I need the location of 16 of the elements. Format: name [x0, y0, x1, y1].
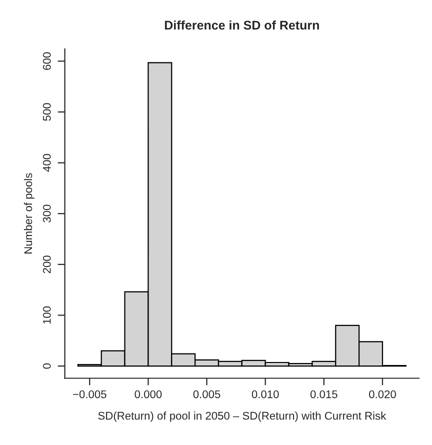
x-tick-label: 0.010 — [252, 390, 279, 398]
y-tick-label: 200 — [42, 256, 51, 274]
chart-title: Difference in SD of Return — [164, 20, 319, 30]
y-tick-label: 600 — [42, 52, 51, 70]
y-tick-label: 500 — [42, 103, 51, 121]
y-axis-title: Number of pools — [24, 173, 34, 254]
x-tick-label: 0.015 — [310, 390, 338, 398]
y-tick-label: 400 — [42, 154, 51, 172]
x-axis-title: SD(Return) of pool in 2050 – SD(Return) with Current Risk — [98, 412, 386, 422]
x-tick-label: 0.005 — [193, 390, 220, 398]
x-tick-label: 0.000 — [134, 390, 162, 398]
y-tick-label: 300 — [42, 204, 51, 222]
x-tick-label: −0.005 — [73, 390, 106, 398]
y-tick-label: 0 — [42, 363, 51, 369]
y-tick-label: 100 — [42, 306, 51, 324]
x-tick-label: 0.020 — [369, 390, 396, 398]
